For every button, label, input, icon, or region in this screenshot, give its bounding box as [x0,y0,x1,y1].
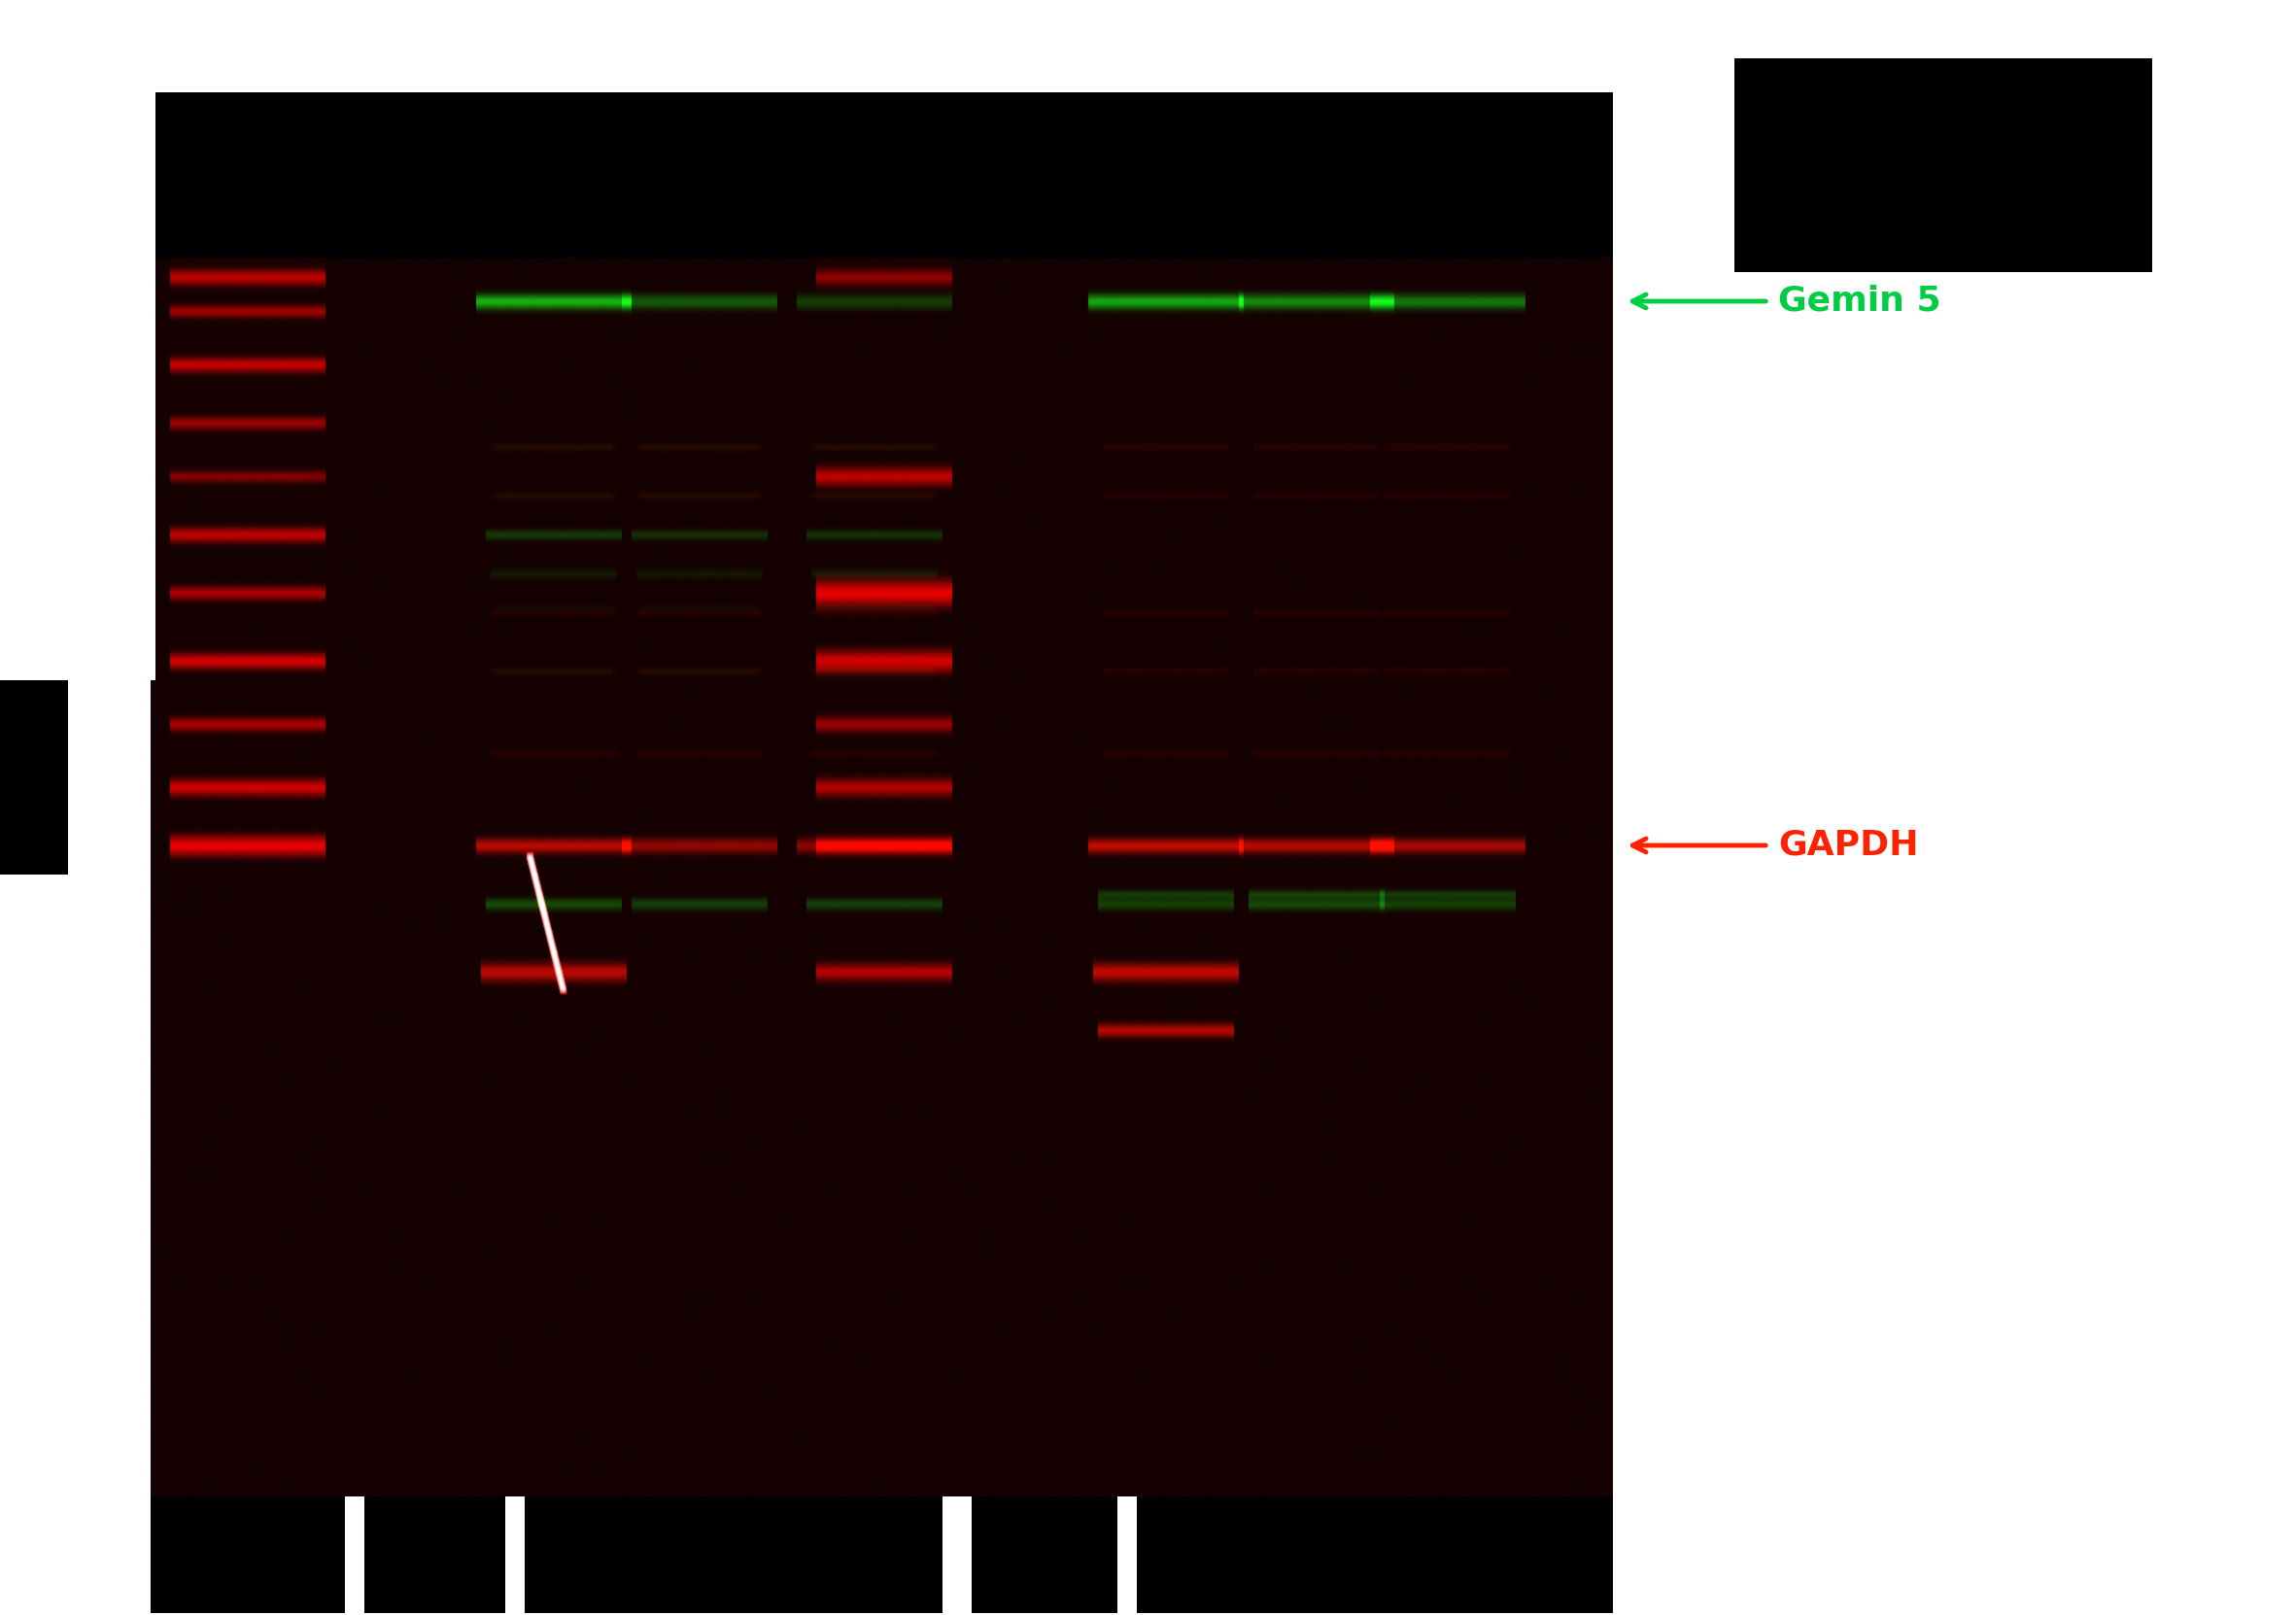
Bar [941,1497,971,1615]
Bar [0,1497,152,1615]
Bar [152,1497,344,1613]
Bar [526,1497,941,1613]
Bar [0,0,156,680]
Bar [69,92,152,1497]
Bar [971,1497,1118,1613]
Bar [365,1497,505,1613]
Bar [152,92,1612,257]
Bar [152,0,1612,92]
Bar [0,680,69,875]
Bar [1137,1497,1612,1613]
Text: Gemin 5: Gemin 5 [1777,284,1940,318]
Bar [1612,0,2296,1615]
Bar [0,875,69,1615]
Bar [1612,1497,2296,1615]
Text: GAPDH: GAPDH [1777,828,1919,862]
Bar [1733,58,2151,271]
Bar [152,1497,1612,1615]
Bar [344,1497,365,1615]
Bar [0,0,152,1615]
